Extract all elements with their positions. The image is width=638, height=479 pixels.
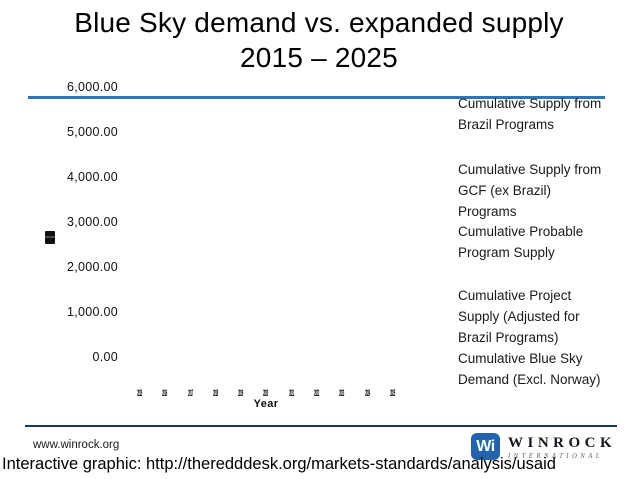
x-tick-2019: 2019 (238, 388, 244, 398)
winrock-logo: Wi WINROCK INTERNATIONAL (471, 433, 616, 460)
page-title: Blue Sky demand vs. expanded supply 2015… (0, 5, 638, 75)
y-tick-0: 0.00 (92, 350, 118, 364)
winrock-logo-subtitle: INTERNATIONAL (508, 453, 603, 460)
x-tick-2017: 2017 (187, 388, 193, 398)
x-tick-2020: 2020 (263, 388, 269, 398)
x-tick-2021: 2021 (288, 388, 294, 398)
x-tick-2025: 2025 (390, 388, 395, 398)
winrock-logo-words: WINROCK INTERNATIONAL (508, 433, 617, 461)
y-axis-title-glyph (45, 231, 55, 244)
y-tick-5000: 5,000.00 (66, 125, 118, 139)
interactive-graphic-link: Interactive graphic: http://theredddesk.… (2, 455, 556, 473)
chart-top-rule (28, 96, 605, 99)
title-line-2: 2015 – 2025 (240, 42, 398, 73)
legend-item-gcf-supply: Cumulative Supply from GCF (ex Brazil) P… (458, 162, 602, 219)
x-tick-2023: 2023 (339, 388, 345, 398)
x-tick-2022: 2022 (314, 388, 319, 398)
y-tick-2000: 2,000.00 (66, 260, 118, 274)
winrock-logo-name: WINROCK (508, 435, 617, 451)
legend-item-brazil-supply: Cumulative Supply from Brazil Programs (458, 96, 602, 132)
x-tick-2015: 2015 (137, 388, 142, 398)
footer-rule (25, 425, 617, 427)
legend-item-bluesky-demand: Cumulative Blue Sky Demand (Excl. Norway… (458, 351, 601, 387)
x-axis-ticks: 2015 2016 2017 2018 2019 2020 2021 2022 … (127, 388, 405, 398)
x-tick-2016: 2016 (162, 388, 168, 398)
title-line-1: Blue Sky demand vs. expanded supply (74, 7, 564, 38)
y-tick-4000: 4,000.00 (66, 170, 118, 184)
winrock-url: www.winrock.org (33, 439, 120, 451)
legend-item-probable-supply: Cumulative Probable Program Supply (458, 224, 584, 260)
y-tick-6000: 6,000.00 (66, 80, 118, 94)
x-tick-2024: 2024 (364, 388, 370, 398)
y-tick-1000: 1,000.00 (66, 305, 118, 319)
legend-item-project-supply: Cumulative Project Supply (Adjusted for … (458, 288, 580, 345)
x-axis-title: Year (253, 398, 279, 410)
x-tick-2018: 2018 (212, 388, 218, 398)
y-tick-3000: 3,000.00 (66, 215, 118, 229)
winrock-logo-badge: Wi (471, 433, 500, 460)
